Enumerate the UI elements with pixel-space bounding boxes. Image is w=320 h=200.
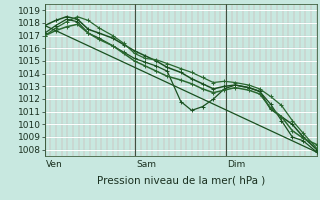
Text: Ven: Ven xyxy=(46,160,63,169)
X-axis label: Pression niveau de la mer( hPa ): Pression niveau de la mer( hPa ) xyxy=(97,175,265,185)
Text: Dim: Dim xyxy=(228,160,246,169)
Text: Sam: Sam xyxy=(137,160,157,169)
